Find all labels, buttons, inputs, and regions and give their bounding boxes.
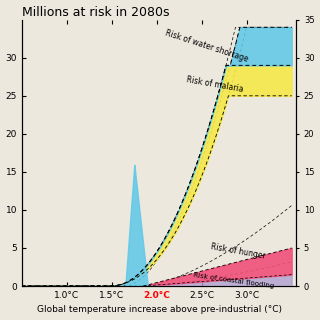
Text: Risk of coastal flooding: Risk of coastal flooding [193,272,274,289]
Text: Millions at risk in 2080s: Millions at risk in 2080s [22,5,169,19]
Text: Risk of malaria: Risk of malaria [186,75,244,94]
Text: Risk of water shortage: Risk of water shortage [164,29,249,64]
Text: Risk of hunger: Risk of hunger [210,243,266,261]
X-axis label: Global temperature increase above pre-industrial (°C): Global temperature increase above pre-in… [36,306,282,315]
